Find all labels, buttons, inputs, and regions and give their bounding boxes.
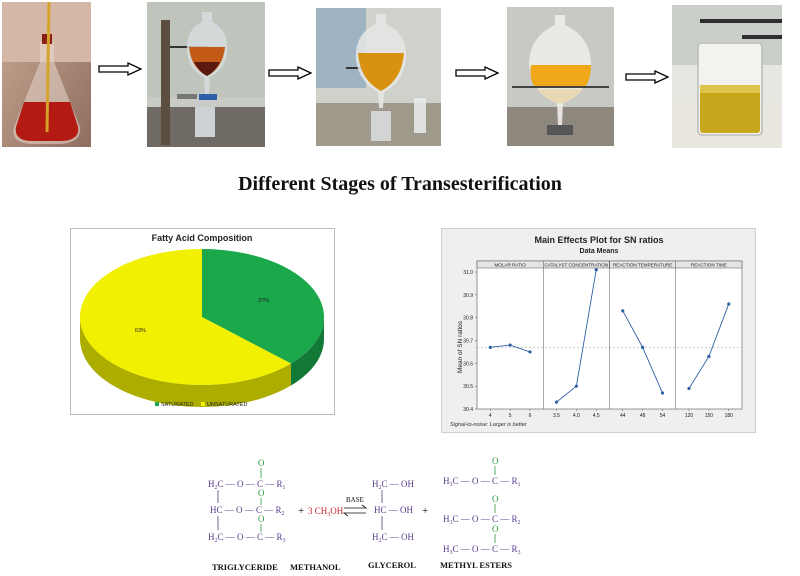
label-triglyceride: TRIGLYCERIDE (212, 562, 278, 572)
data-point (707, 354, 711, 359)
process-arrow (268, 65, 313, 85)
process-arrow (455, 65, 500, 85)
plot-footnote: Signal-to-noise: Larger is better (450, 422, 528, 428)
triglyceride-structure: O H2C — O — C — R1 O HC — O — C — R2 O H… (208, 458, 286, 544)
svg-text:O: O (492, 494, 499, 504)
data-point (687, 386, 691, 391)
plus-sign: + (298, 505, 304, 517)
svg-text:H3C — O — C — R2: H3C — O — C — R2 (443, 514, 521, 526)
panel-title: MOLAR RATIO (494, 262, 526, 267)
funnel-settling-photo (316, 8, 441, 146)
y-axis-label: Mean of SN ratios (457, 320, 464, 373)
legend-label: UNSATURATED (207, 402, 247, 408)
panel-title: REACTION TIME (691, 262, 727, 267)
y-tick-label: 30.7 (463, 339, 473, 345)
methyl-esters-structure: O H3C — O — C — R1 O H3C — O — C — R2 O … (443, 456, 521, 556)
x-tick-label: 3.5 (553, 413, 560, 419)
catalyst-label: BASE (346, 496, 364, 504)
svg-text:O: O (492, 524, 499, 534)
pie-legend: SATURATED UNSATURATED (155, 402, 247, 408)
main-effects-plot: Main Effects Plot for SN ratios Data Mea… (450, 235, 743, 428)
x-tick-label: 44 (620, 413, 626, 419)
pie-chart-title: Fatty Acid Composition (152, 233, 253, 243)
carbonyl-oxygen: O (258, 458, 265, 468)
main-effects-title: Main Effects Plot for SN ratios (534, 235, 663, 245)
data-point (727, 302, 731, 306)
x-tick-label: 180 (725, 413, 734, 419)
svg-text:O: O (258, 514, 265, 524)
x-tick-label: 150 (705, 413, 714, 419)
y-tick-label: 30.8 (463, 316, 473, 322)
main-effects-plot-panel: Main Effects Plot for SN ratios Data Mea… (441, 228, 756, 433)
y-tick-label: 30.9 (463, 293, 473, 299)
funnel-layer-separation-photo (507, 7, 614, 146)
svg-text:HC — OH: HC — OH (374, 505, 414, 515)
legend-swatch (201, 402, 205, 406)
svg-text:H3C — O — C — R3: H3C — O — C — R3 (443, 544, 521, 556)
glycerol-structure: H2C — OH HC — OH H2C — OH (372, 479, 415, 544)
separating-funnel-stand-photo (147, 2, 265, 147)
svg-text:HC — O — C — R2: HC — O — C — R2 (210, 505, 285, 517)
x-tick-label: 120 (685, 413, 694, 419)
data-point (641, 345, 645, 349)
data-point (508, 343, 512, 347)
panel-title: REACTION TEMPERATURE (613, 262, 672, 267)
plus-sign: + (422, 505, 428, 517)
data-point (574, 384, 578, 388)
pie-side-unsaturated (80, 317, 291, 407)
label-methyl-esters: METHYL ESTERS (440, 560, 512, 570)
data-point (594, 268, 598, 272)
label-glycerol: GLYCEROL (368, 560, 416, 570)
pie-slice-label: 37% (258, 298, 269, 304)
x-tick-label: 4 (489, 413, 492, 419)
svg-text:H2C — O — C — R3: H2C — O — C — R3 (208, 532, 286, 544)
panel-title: CATALYST CONCENTRATION (545, 262, 609, 267)
pie-slice-saturated (202, 249, 324, 364)
pie-slice-unsaturated (80, 249, 291, 385)
data-point (660, 391, 665, 395)
figure-caption: Different Stages of Transesterification (238, 173, 562, 195)
legend-label: SATURATED (161, 402, 194, 408)
process-arrow (625, 69, 670, 89)
svg-text:H2C — OH: H2C — OH (372, 479, 415, 491)
svg-text:O: O (258, 488, 265, 498)
x-tick-label: 4.5 (593, 413, 600, 419)
y-tick-label: 31.0 (463, 270, 473, 276)
process-arrow (98, 61, 143, 81)
data-point (554, 400, 559, 404)
x-tick-label: 6 (529, 413, 532, 419)
label-methanol: METHANOL (290, 562, 341, 572)
x-tick-label: 54 (660, 413, 666, 419)
equilibrium-arrow (342, 504, 368, 517)
pie-side-saturated (290, 317, 324, 386)
pie-slice-label: 63% (135, 328, 146, 334)
svg-text:H2C — O — C — R1: H2C — O — C — R1 (208, 479, 286, 491)
pie-chart-panel: Fatty Acid Composition 37% 63% SATURATED U… (70, 228, 335, 415)
svg-text:H3C — O — C — R1: H3C — O — C — R1 (443, 476, 521, 488)
x-tick-label: 48 (640, 413, 646, 419)
legend-swatch (155, 402, 159, 406)
y-tick-label: 30.4 (463, 407, 473, 413)
x-tick-label: 5 (509, 413, 512, 419)
biodiesel-beaker-photo (672, 5, 782, 148)
y-tick-label: 30.6 (463, 361, 473, 367)
svg-text:O: O (492, 456, 499, 466)
transesterification-reaction: O H2C — O — C — R1 O HC — O — C — R2 O H… (208, 456, 521, 572)
data-point (621, 309, 625, 313)
y-tick-label: 30.5 (463, 384, 473, 390)
x-tick-label: 4.0 (573, 413, 580, 419)
pie-chart: Fatty Acid Composition 37% 63% SATURATED U… (80, 233, 324, 408)
methanol-formula: 3 CH3OH (308, 506, 344, 518)
data-point (488, 345, 492, 349)
flask-photo (2, 2, 91, 147)
data-point (528, 350, 532, 354)
svg-text:H2C — OH: H2C — OH (372, 532, 415, 544)
main-effects-subtitle: Data Means (580, 248, 619, 255)
